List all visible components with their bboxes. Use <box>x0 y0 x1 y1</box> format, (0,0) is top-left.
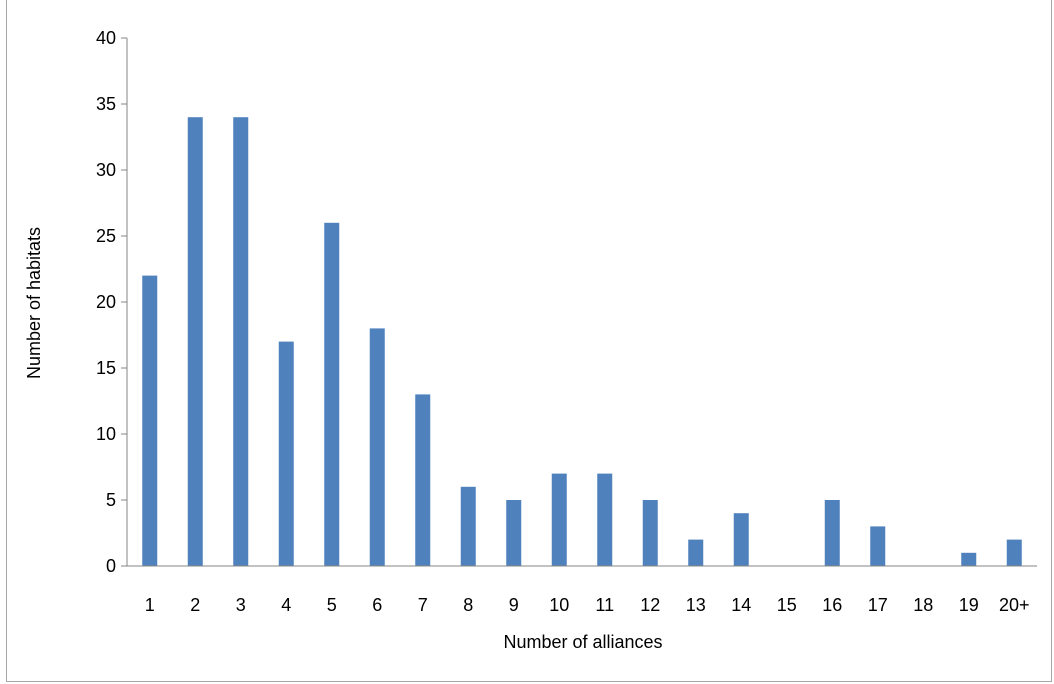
x-tick-label: 15 <box>777 595 797 615</box>
x-tick-label: 2 <box>190 595 200 615</box>
y-axis-title: Number of habitats <box>24 227 44 379</box>
bar-17 <box>870 526 886 566</box>
y-tick-label: 0 <box>106 556 116 576</box>
x-tick-label: 5 <box>327 595 337 615</box>
bar-16 <box>824 500 840 566</box>
bar-7 <box>415 394 431 566</box>
x-tick-label: 9 <box>509 595 519 615</box>
y-ticks-layer: 0 5 10 15 20 25 30 35 40 <box>96 28 127 576</box>
x-tick-label: 3 <box>236 595 246 615</box>
bars-layer <box>142 117 1022 567</box>
x-tick-label: 16 <box>822 595 842 615</box>
chart-frame <box>6 0 1052 682</box>
x-tick-label: 11 <box>595 595 614 615</box>
x-tick-label: 17 <box>868 595 888 615</box>
bar-4 <box>278 341 294 566</box>
bar-9 <box>506 500 522 566</box>
bar-3 <box>233 117 249 566</box>
bar-8 <box>460 486 476 566</box>
bar-1 <box>142 275 158 566</box>
x-tick-label: 4 <box>281 595 291 615</box>
bar-19 <box>961 552 977 566</box>
x-tick-label: 6 <box>372 595 382 615</box>
y-tick-label: 40 <box>96 28 116 48</box>
y-tick-label: 25 <box>96 226 116 246</box>
x-tick-label: 14 <box>731 595 751 615</box>
axes-layer <box>126 38 1037 567</box>
x-tick-label: 12 <box>640 595 660 615</box>
bar-5 <box>324 222 340 567</box>
y-tick-label: 20 <box>96 292 116 312</box>
bar-6 <box>369 328 385 566</box>
x-tick-label: 18 <box>913 595 933 615</box>
bar-2 <box>187 117 203 566</box>
x-tick-label: 1 <box>145 595 155 615</box>
bar-10 <box>551 473 567 566</box>
bar-14 <box>733 513 749 566</box>
bar-13 <box>688 539 704 566</box>
y-tick-label: 15 <box>96 358 116 378</box>
y-tick-label: 5 <box>106 490 116 510</box>
x-axis-title: Number of alliances <box>503 632 662 652</box>
x-tick-label: 13 <box>686 595 706 615</box>
y-tick-label: 35 <box>96 94 116 114</box>
x-tick-label: 7 <box>418 595 428 615</box>
y-tick-label: 30 <box>96 160 116 180</box>
bar-11 <box>597 473 613 566</box>
x-tick-label: 8 <box>463 595 473 615</box>
x-ticks-layer: 1 2 3 4 5 6 7 8 9 10 11 12 13 14 15 16 17 18 19 20+ <box>145 595 1030 615</box>
bar-12 <box>642 500 658 566</box>
x-tick-label: 19 <box>959 595 979 615</box>
x-tick-label: 20+ <box>999 595 1030 615</box>
y-tick-label: 10 <box>96 424 116 444</box>
x-tick-label: 10 <box>549 595 569 615</box>
bar-20+ <box>1006 539 1022 566</box>
